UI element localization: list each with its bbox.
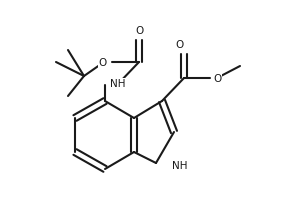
Text: O: O	[213, 74, 221, 84]
Text: NH: NH	[110, 79, 125, 89]
Text: NH: NH	[172, 161, 188, 171]
Text: O: O	[135, 26, 143, 36]
Text: O: O	[99, 58, 107, 68]
Text: O: O	[175, 40, 183, 50]
